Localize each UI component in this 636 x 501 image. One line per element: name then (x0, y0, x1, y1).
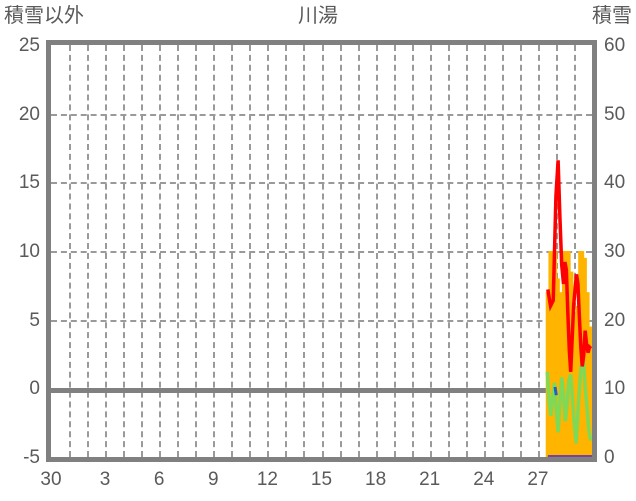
x-tick: 6 (153, 469, 165, 490)
x-tick: 21 (419, 469, 441, 490)
y-tick-right: 30 (604, 241, 626, 262)
series-blue_series (553, 386, 558, 396)
x-tick: 3 (99, 469, 111, 490)
y-tick-left: -5 (23, 447, 40, 468)
y-tick-right: 0 (604, 447, 615, 468)
horizontal-gridline (51, 251, 592, 253)
y-tick-left: 10 (18, 241, 40, 262)
y-tick-right: 20 (604, 309, 626, 331)
horizontal-gridline (51, 182, 592, 185)
zero-line (51, 388, 592, 394)
x-tick: 18 (365, 469, 387, 490)
y-tick-left: 25 (18, 35, 40, 56)
y-tick-right: 40 (604, 172, 626, 194)
bar (586, 326, 592, 457)
horizontal-gridline (51, 319, 592, 322)
x-tick: 24 (473, 469, 495, 490)
right-axis-title: 積雪 (592, 5, 632, 27)
y-tick-left: 0 (29, 378, 40, 400)
plot-area (46, 40, 597, 462)
x-tick: 27 (527, 469, 549, 490)
horizontal-gridline (51, 113, 592, 116)
y-tick-right: 60 (604, 35, 626, 56)
y-tick-left: 15 (18, 172, 40, 194)
left-axis-title: 積雪以外 (4, 5, 84, 27)
x-tick: 15 (310, 469, 333, 490)
x-tick: 30 (40, 469, 62, 490)
plot-inner (51, 45, 592, 457)
y-tick-left: 20 (18, 103, 40, 125)
x-tick: 12 (256, 469, 278, 490)
x-tick: 9 (208, 469, 219, 490)
chart-title: 川湯 (298, 5, 338, 27)
y-tick-right: 10 (604, 378, 626, 400)
series-red_series (546, 160, 592, 372)
series-canvas (545, 160, 592, 457)
y-tick-left: 5 (29, 309, 40, 331)
y-tick-right: 50 (604, 103, 626, 125)
data-layer (51, 45, 592, 457)
